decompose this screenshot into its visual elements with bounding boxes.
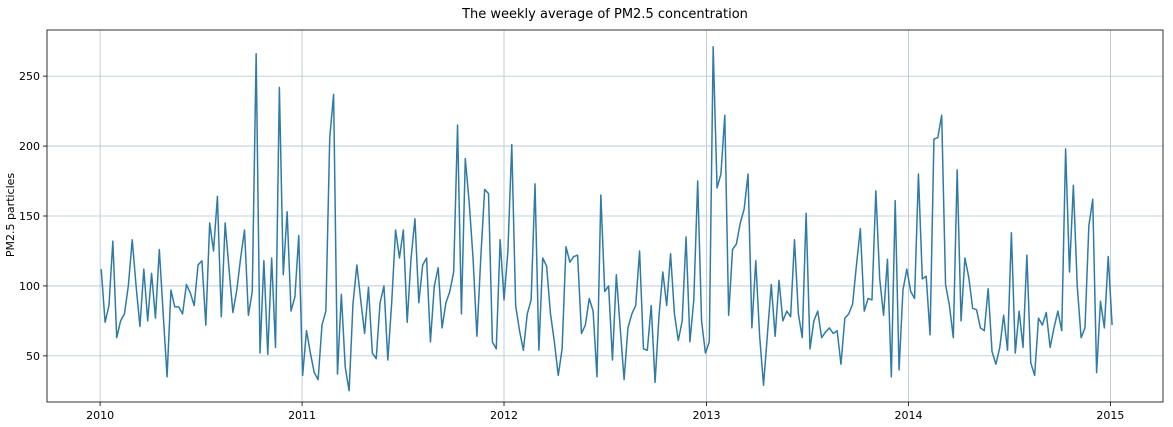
axis-ticks: 50 100 150 200 250 2010 2011 2012 2013 2014 2015: [19, 70, 1124, 422]
y-tick-label: 200: [19, 140, 40, 153]
x-tick-label: 2010: [86, 409, 114, 422]
y-tick-label: 250: [19, 70, 40, 83]
y-tick-label: 100: [19, 280, 40, 293]
y-tick-label: 50: [26, 350, 40, 363]
x-tick-label: 2015: [1096, 409, 1124, 422]
y-tick-label: 150: [19, 210, 40, 223]
chart-title: The weekly average of PM2.5 concentratio…: [461, 7, 748, 22]
y-axis-label: PM2.5 particles: [4, 173, 17, 258]
series-layer: [100, 46, 1113, 392]
x-tick-label: 2012: [490, 409, 518, 422]
series-line: [100, 46, 1113, 392]
x-tick-label: 2011: [288, 409, 316, 422]
grid: [47, 30, 1163, 402]
x-tick-label: 2014: [894, 409, 922, 422]
x-tick-label: 2013: [693, 409, 721, 422]
